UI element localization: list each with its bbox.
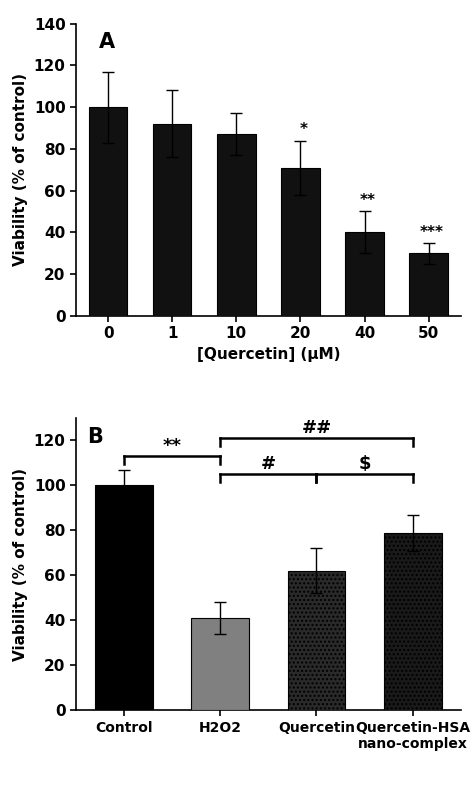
Text: $: $ [358, 455, 371, 473]
X-axis label: [Quercetin] (μM): [Quercetin] (μM) [197, 346, 340, 361]
Text: B: B [87, 427, 104, 447]
Text: **: ** [360, 193, 376, 208]
Text: *: * [300, 122, 308, 137]
Bar [384, 533, 442, 710]
Y-axis label: Viability (% of control): Viability (% of control) [13, 73, 28, 266]
Bar [409, 253, 448, 316]
Text: ##: ## [301, 419, 332, 437]
Bar [191, 618, 249, 710]
Bar [217, 134, 256, 316]
Bar [89, 107, 127, 316]
Bar [153, 124, 191, 316]
Bar [287, 570, 345, 710]
Text: A: A [99, 32, 115, 52]
Bar [281, 167, 320, 316]
Text: ***: *** [420, 225, 444, 240]
Text: **: ** [162, 437, 181, 455]
Bar [345, 232, 384, 316]
Y-axis label: Viability (% of control): Viability (% of control) [13, 468, 28, 660]
Text: #: # [261, 455, 276, 473]
Bar [95, 485, 153, 710]
